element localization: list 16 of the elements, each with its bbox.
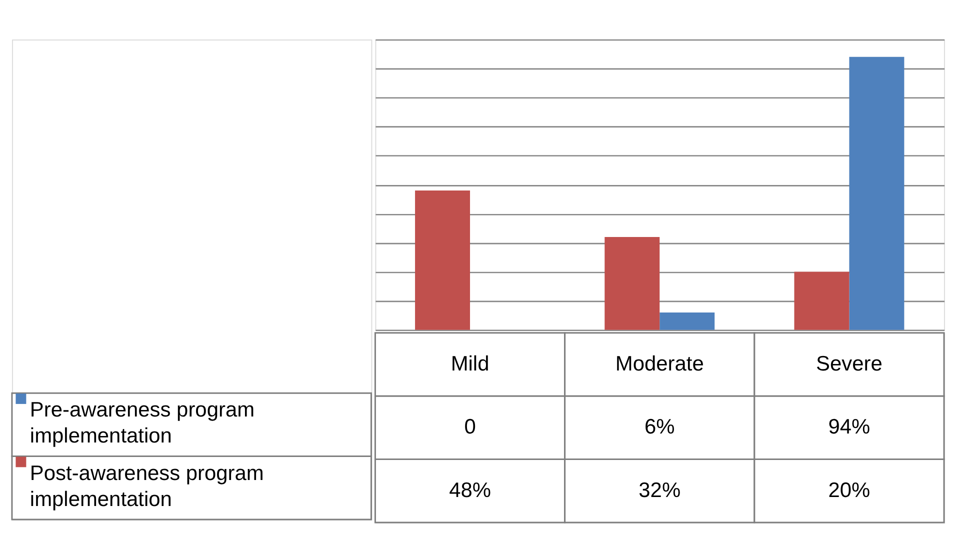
bar	[794, 272, 850, 330]
bar	[604, 236, 660, 330]
legend-label: Post-awareness program implementation	[30, 462, 264, 511]
data-label: 20%	[828, 478, 870, 502]
data-label: 6%	[644, 416, 675, 439]
bar	[660, 312, 715, 330]
x-tick-label: Severe	[816, 352, 882, 376]
x-tick-label: Mild	[450, 352, 490, 376]
bar	[415, 190, 470, 330]
legend-label: Pre-awareness program implementation	[30, 398, 255, 448]
x-tick-label: Moderate	[615, 352, 704, 376]
data-label: 32%	[638, 478, 681, 502]
bar	[849, 56, 904, 330]
data-label: 94%	[828, 416, 870, 439]
data-label: 0	[464, 416, 476, 439]
data-label: 48%	[449, 478, 491, 502]
